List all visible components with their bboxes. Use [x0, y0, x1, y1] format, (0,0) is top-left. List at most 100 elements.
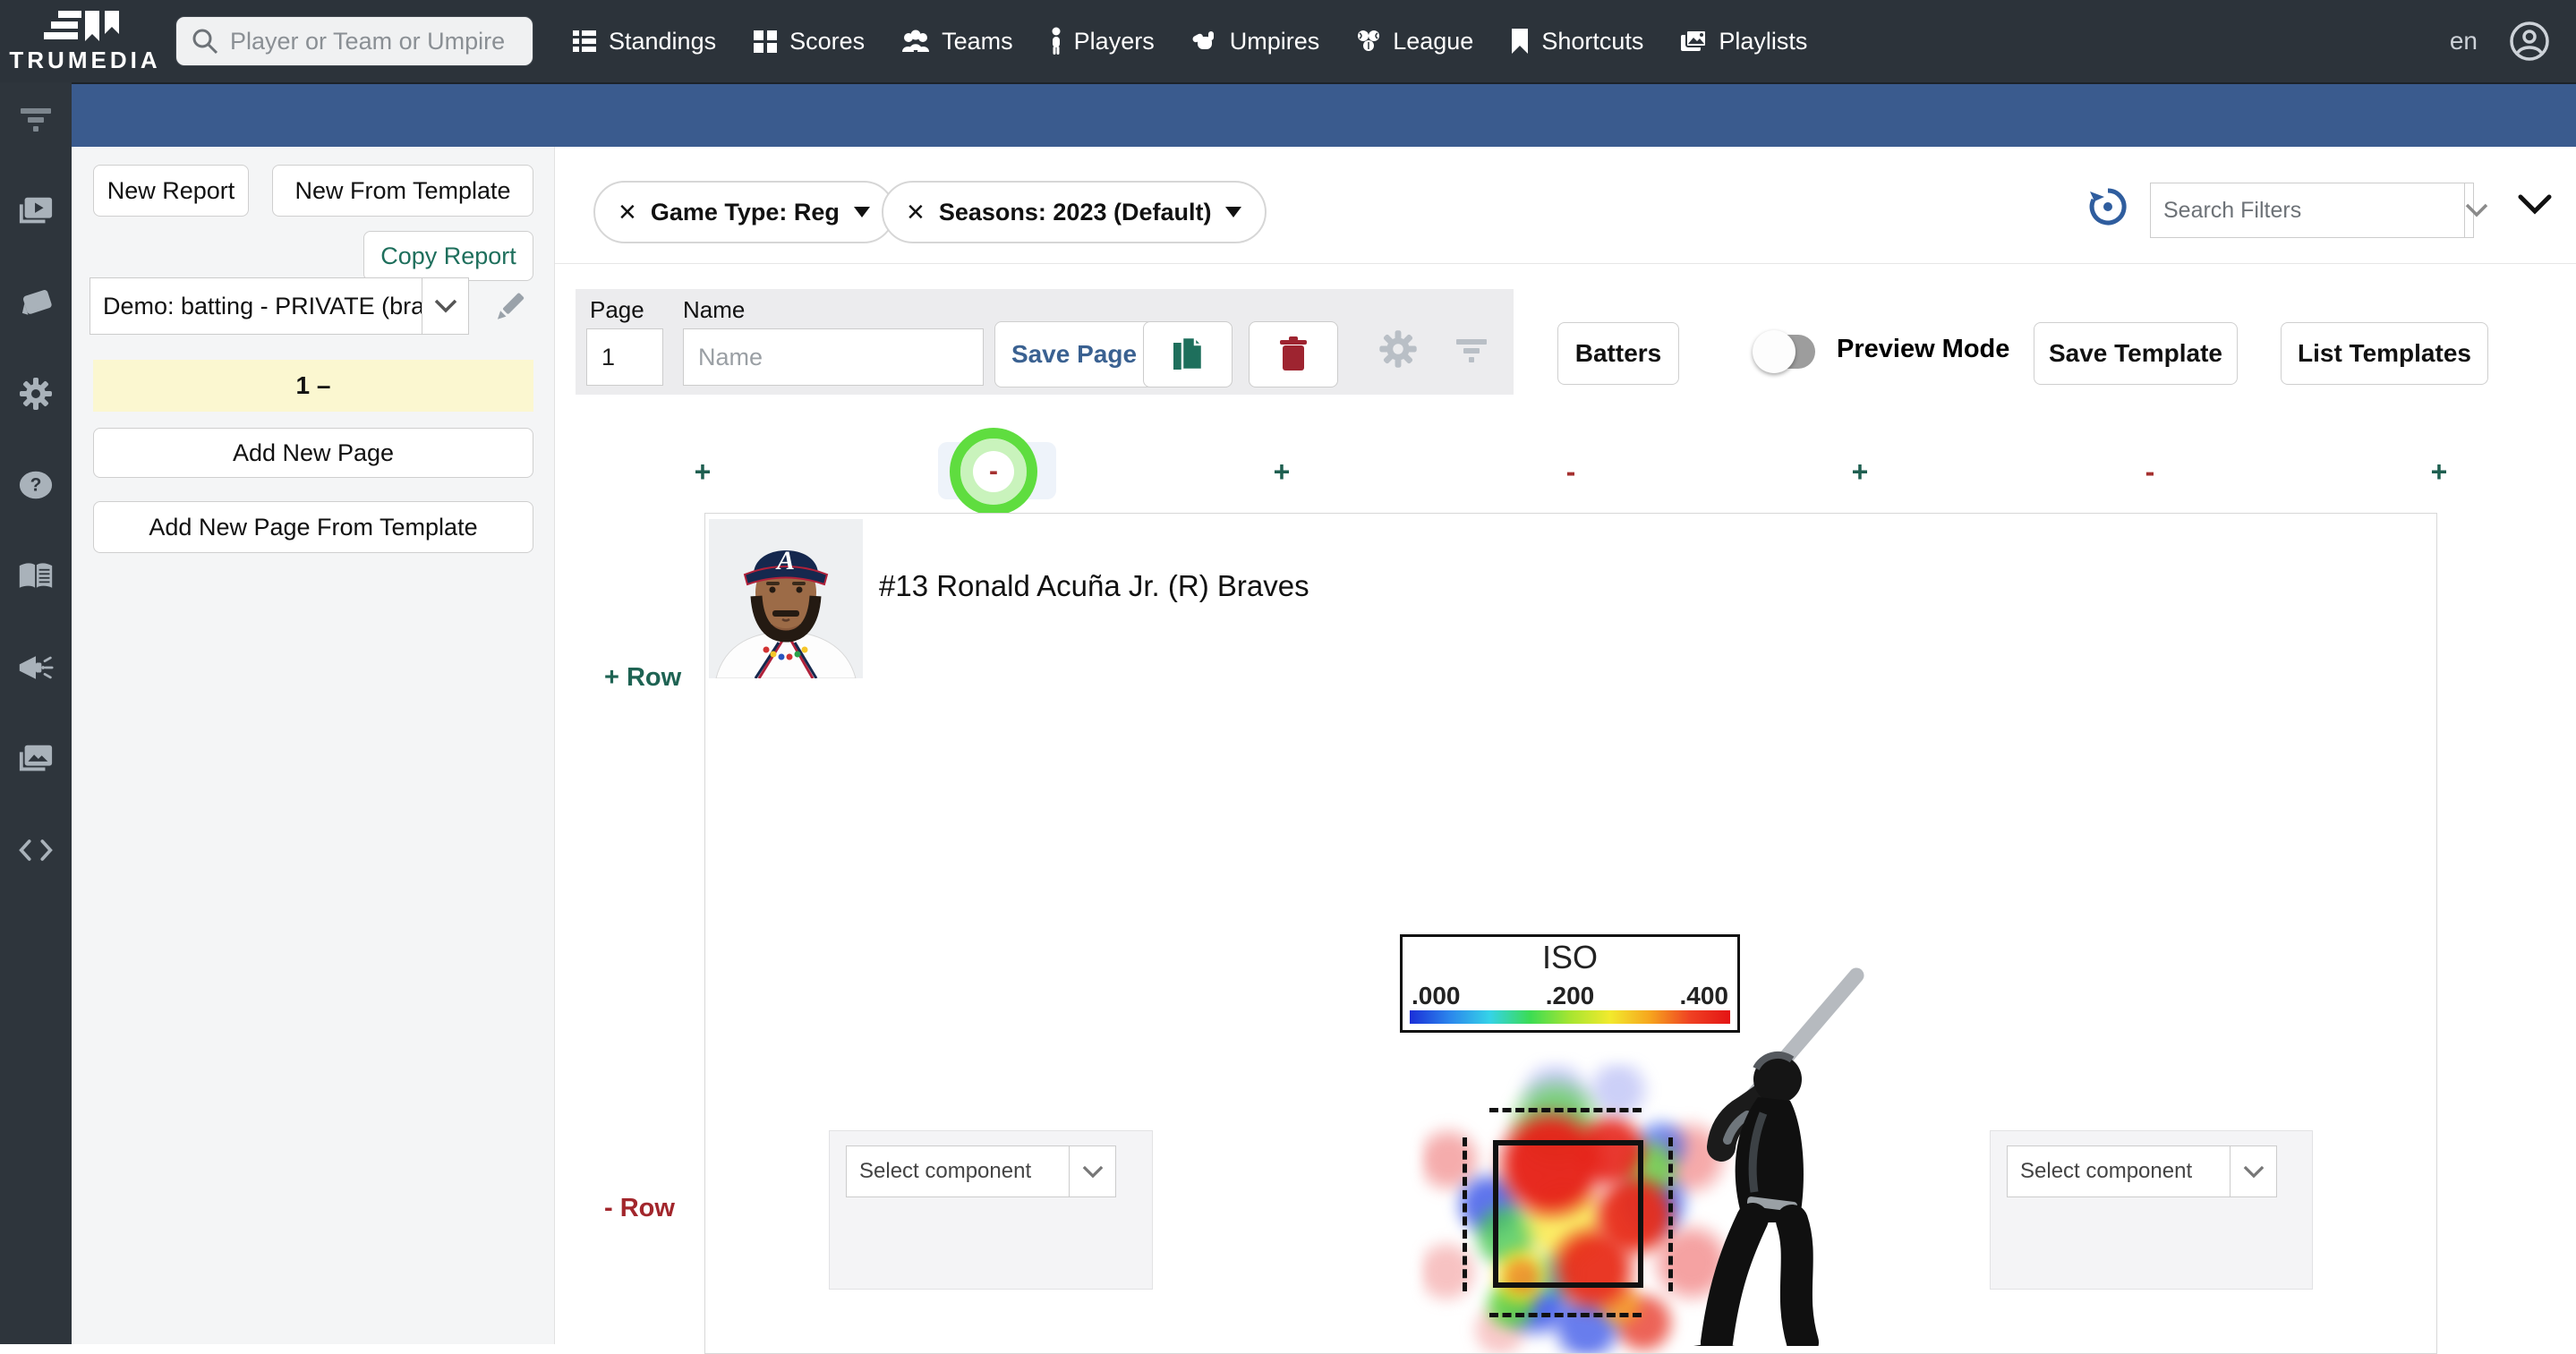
save-page-button[interactable]: Save Page [994, 321, 1154, 387]
chevron-down-icon[interactable] [2230, 1146, 2276, 1196]
remove-filter-icon[interactable]: × [618, 195, 636, 229]
umpires-icon [1192, 31, 1214, 49]
chevron-down-icon[interactable] [2464, 183, 2488, 237]
search-filters-combobox[interactable] [2150, 183, 2488, 238]
search-filters-input[interactable] [2151, 197, 2464, 224]
remove-column-button[interactable]: - [1565, 456, 1576, 488]
svg-text:A: A [775, 546, 795, 575]
search-icon [192, 29, 218, 55]
shortcuts-icon [1512, 29, 1529, 54]
flipbook-icon[interactable] [18, 285, 54, 320]
select-component-dropdown[interactable]: Select component [2007, 1145, 2277, 1197]
batter-silhouette [1693, 967, 1864, 1346]
main-nav: Standings Scores Teams Players [571, 27, 1807, 55]
select-component-dropdown[interactable]: Select component [846, 1145, 1116, 1197]
nav-teams[interactable]: Teams [900, 28, 1013, 55]
svg-text:?: ? [30, 475, 42, 496]
top-nav: TRUMEDIA Standings Scores [0, 0, 2576, 82]
nav-players[interactable]: Players [1049, 27, 1155, 55]
chevron-down-icon[interactable] [1069, 1146, 1115, 1196]
global-search[interactable] [175, 16, 533, 66]
chevron-down-icon [853, 207, 870, 217]
toggle-knob [1753, 330, 1796, 373]
collapse-filters-chevron-icon[interactable] [2517, 193, 2553, 221]
announcements-icon[interactable] [18, 650, 54, 686]
filter-chip-game-type[interactable]: × Game Type: Reg [593, 181, 895, 243]
user-avatar-icon[interactable] [2508, 20, 2551, 63]
nav-label: Umpires [1229, 27, 1320, 55]
add-row-button[interactable]: + Row [604, 663, 682, 692]
remove-column-button-highlighted[interactable]: - [989, 456, 998, 486]
nav-scores[interactable]: Scores [752, 28, 865, 55]
add-column-button[interactable]: + [694, 456, 712, 488]
list-templates-button[interactable]: List Templates [2281, 322, 2488, 385]
trumedia-logo-icon [44, 10, 119, 41]
zone-dashed-right [1668, 1137, 1673, 1291]
new-report-button[interactable]: New Report [93, 165, 249, 217]
report-select-value: Demo: batting - PRIVATE (brad... [103, 292, 422, 319]
preview-mode-label: Preview Mode [1837, 335, 2010, 363]
legend-tick-mid: .200 [1545, 982, 1595, 1009]
nav-label: Playlists [1719, 27, 1808, 55]
chevron-down-icon[interactable] [422, 278, 468, 334]
new-from-template-button[interactable]: New From Template [272, 165, 533, 217]
legend-tick-min: .000 [1412, 982, 1461, 1009]
click-indicator-ring [950, 428, 1037, 515]
add-new-page-button[interactable]: Add New Page [93, 428, 533, 478]
trash-icon [1280, 336, 1307, 370]
page-settings-gear-icon[interactable] [1378, 328, 1419, 374]
save-template-button[interactable]: Save Template [2034, 322, 2238, 385]
nav-league[interactable]: League [1355, 28, 1473, 55]
chip-label: Seasons: 2023 (Default) [938, 198, 1212, 226]
copy-page-button[interactable] [1143, 321, 1233, 387]
batters-button[interactable]: Batters [1557, 322, 1679, 385]
manual-icon[interactable] [18, 558, 54, 594]
nav-umpires[interactable]: Umpires [1190, 27, 1320, 55]
remove-column-button[interactable]: - [2145, 456, 2155, 488]
playlists-icon [1681, 30, 1708, 51]
delete-page-button[interactable] [1249, 321, 1338, 387]
zone-dashed-top [1489, 1108, 1642, 1112]
settings-icon[interactable] [18, 376, 54, 412]
nav-shortcuts[interactable]: Shortcuts [1509, 28, 1643, 55]
language-selector[interactable]: en [2449, 27, 2478, 55]
report-canvas: A #13 Ronald Acuña Jr. (R) Braves ISO .0… [704, 513, 2437, 1354]
code-icon[interactable] [18, 832, 54, 868]
copy-report-button[interactable]: Copy Report [363, 231, 533, 281]
page-number-input[interactable] [586, 328, 663, 386]
history-icon[interactable] [2087, 186, 2128, 232]
filter-chip-seasons[interactable]: × Seasons: 2023 (Default) [882, 181, 1267, 243]
help-icon[interactable]: ? [18, 467, 54, 503]
nav-label: Standings [609, 27, 717, 55]
page-controls-panel: Page Name Save Page [576, 289, 1514, 395]
report-select[interactable]: Demo: batting - PRIVATE (brad... [90, 277, 469, 335]
remove-row-button[interactable]: - Row [604, 1194, 675, 1222]
images-icon[interactable] [18, 741, 54, 777]
legend-gradient-bar [1410, 1010, 1730, 1024]
add-column-button[interactable]: + [1273, 456, 1291, 488]
add-new-page-from-template-button[interactable]: Add New Page From Template [93, 501, 533, 553]
edit-report-pencil-icon[interactable] [490, 288, 528, 330]
player-title: #13 Ronald Acuña Jr. (R) Braves [879, 569, 1309, 602]
filter-icon[interactable] [18, 102, 54, 138]
trumedia-logo[interactable]: TRUMEDIA [0, 0, 170, 82]
name-label: Name [683, 296, 746, 323]
page-list-item-1[interactable]: 1 – [93, 360, 533, 412]
select-component-value: Select component [2020, 1159, 2193, 1183]
page-name-input[interactable] [683, 328, 984, 386]
legend-title: ISO [1541, 939, 1598, 975]
preview-mode-toggle[interactable] [1753, 330, 1815, 373]
remove-filter-icon[interactable]: × [907, 195, 925, 229]
video-playlist-icon[interactable] [18, 193, 54, 229]
nav-playlists[interactable]: Playlists [1679, 28, 1807, 55]
nav-label: Players [1073, 27, 1155, 55]
page-filter-icon[interactable] [1454, 337, 1488, 369]
nav-right: en [2450, 20, 2576, 63]
strike-zone-box [1493, 1140, 1643, 1288]
search-input[interactable] [230, 27, 516, 55]
nav-label: League [1393, 27, 1474, 55]
add-column-button[interactable]: + [1851, 456, 1869, 488]
nav-standings[interactable]: Standings [571, 28, 716, 55]
add-column-button[interactable]: + [2430, 456, 2448, 488]
main-content: × Game Type: Reg × Seasons: 2023 (Defaul… [555, 147, 2576, 1354]
